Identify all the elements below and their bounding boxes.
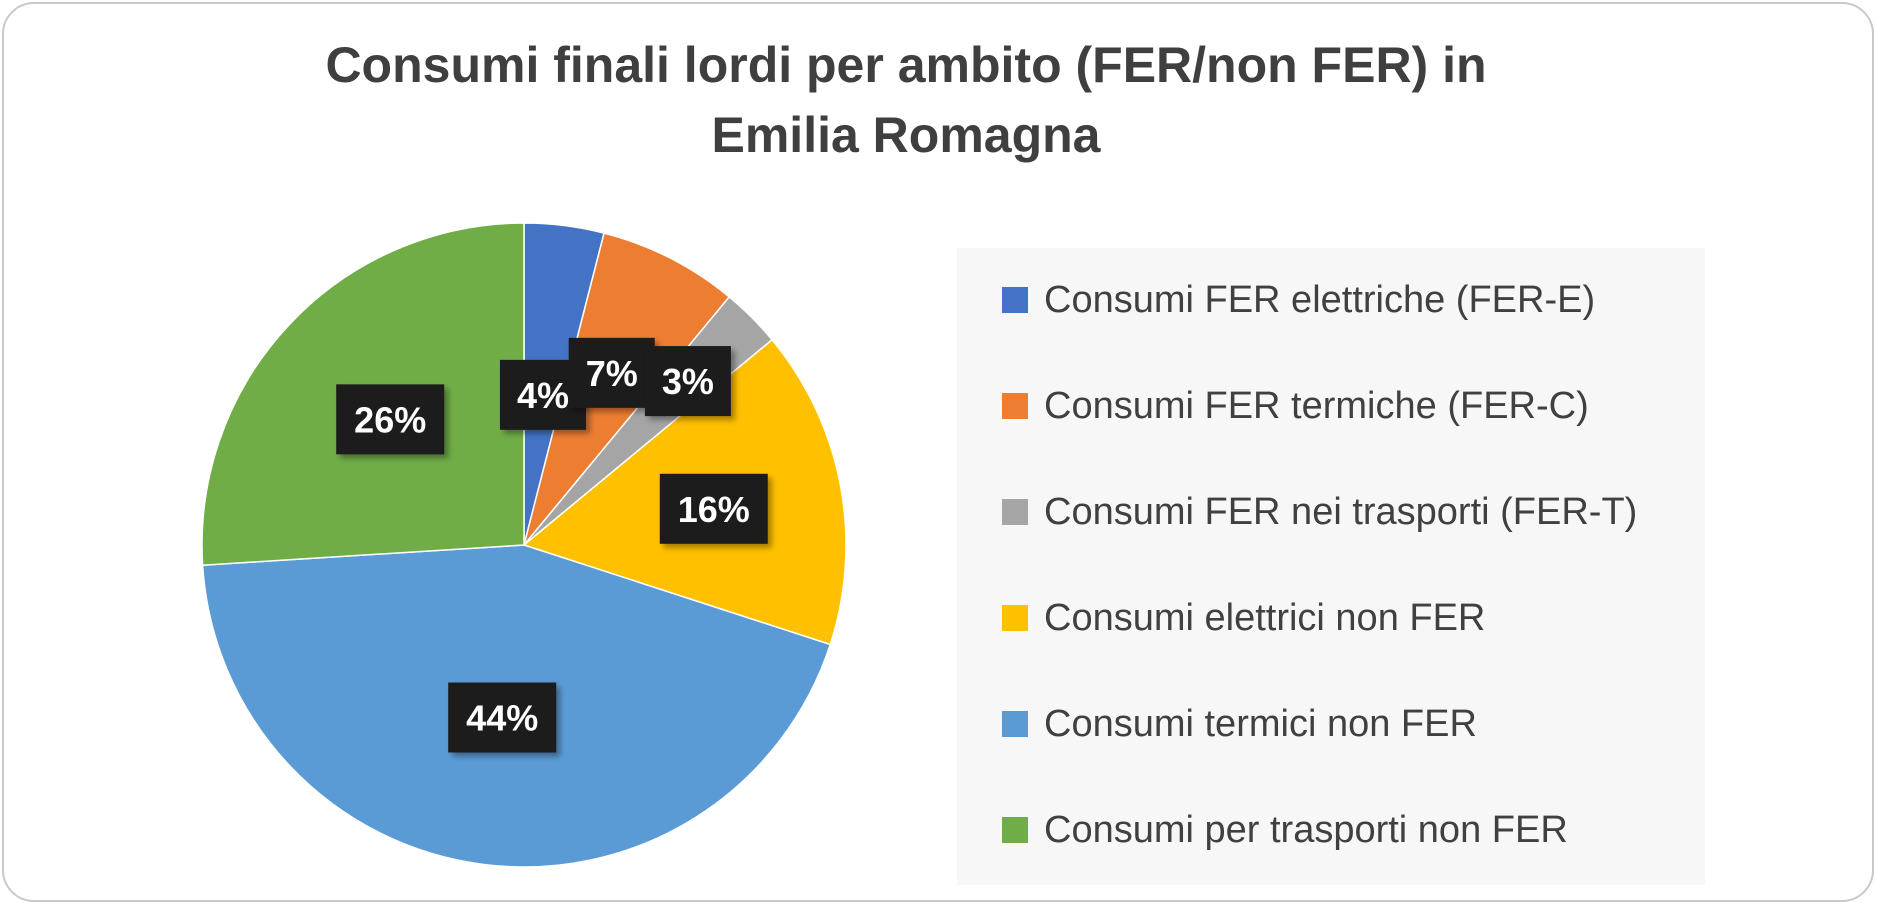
data-label-trasporti-non-fer: 26% xyxy=(336,384,445,455)
legend-item-trasporti-non-fer: Consumi per trasporti non FER xyxy=(1002,800,1568,860)
legend-item-fer-c: Consumi FER termiche (FER-C) xyxy=(1002,376,1589,436)
legend: Consumi FER elettriche (FER-E) Consumi F… xyxy=(957,248,1705,885)
data-label-termici-non-fer: 44% xyxy=(448,682,557,753)
legend-label-elettrici-non-fer: Consumi elettrici non FER xyxy=(1044,596,1486,639)
legend-item-fer-t: Consumi FER nei trasporti (FER-T) xyxy=(1002,482,1637,542)
legend-swatch-elettrici-non-fer xyxy=(1002,605,1028,631)
legend-label-trasporti-non-fer: Consumi per trasporti non FER xyxy=(1044,808,1568,851)
legend-swatch-termici-non-fer xyxy=(1002,711,1028,737)
data-label-box-trasporti-non-fer xyxy=(336,384,445,455)
legend-item-termici-non-fer: Consumi termici non FER xyxy=(1002,694,1477,754)
data-label-fer-t: 3% xyxy=(644,346,731,417)
legend-item-fer-e: Consumi FER elettriche (FER-E) xyxy=(1002,270,1595,330)
legend-swatch-fer-e xyxy=(1002,287,1028,313)
data-label-text-termici-non-fer: 44% xyxy=(466,698,538,739)
data-label-box-fer-t xyxy=(644,346,731,417)
legend-label-fer-e: Consumi FER elettriche (FER-E) xyxy=(1044,278,1596,321)
data-label-elettrici-non-fer: 16% xyxy=(659,473,768,544)
legend-swatch-fer-t xyxy=(1002,499,1028,525)
legend-swatch-trasporti-non-fer xyxy=(1002,817,1028,843)
data-label-box-elettrici-non-fer xyxy=(659,473,768,544)
chart-title-line-1: Consumi finali lordi per ambito (FER/non… xyxy=(325,37,1487,93)
legend-label-termici-non-fer: Consumi termici non FER xyxy=(1044,702,1477,745)
data-label-box-termici-non-fer xyxy=(448,682,557,753)
chart-title: Consumi finali lordi per ambito (FER/non… xyxy=(0,30,1812,170)
data-label-fer-c: 7% xyxy=(568,337,655,408)
legend-swatch-fer-c xyxy=(1002,393,1028,419)
data-label-text-trasporti-non-fer: 26% xyxy=(354,399,426,440)
data-label-text-fer-e: 4% xyxy=(517,375,569,416)
legend-label-fer-c: Consumi FER termiche (FER-C) xyxy=(1044,384,1589,427)
legend-item-elettrici-non-fer: Consumi elettrici non FER xyxy=(1002,588,1485,648)
legend-label-fer-t: Consumi FER nei trasporti (FER-T) xyxy=(1044,490,1638,533)
chart-title-line-2: Emilia Romagna xyxy=(711,107,1101,163)
data-label-text-elettrici-non-fer: 16% xyxy=(678,489,750,530)
data-label-box-fer-c xyxy=(568,337,655,408)
data-label-text-fer-t: 3% xyxy=(662,361,714,402)
data-label-text-fer-c: 7% xyxy=(586,353,638,394)
